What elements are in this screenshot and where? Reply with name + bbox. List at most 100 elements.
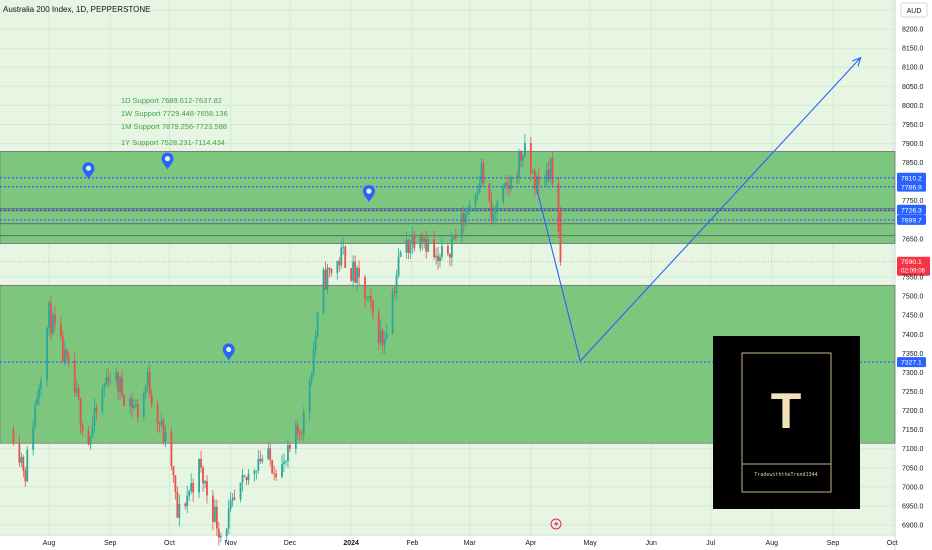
- candle-body[interactable]: [368, 296, 370, 298]
- candle-body[interactable]: [294, 425, 297, 449]
- candle-body[interactable]: [464, 214, 467, 225]
- candle-body[interactable]: [298, 433, 301, 434]
- candle-body[interactable]: [504, 182, 507, 187]
- candle-body[interactable]: [109, 380, 112, 382]
- candle-body[interactable]: [448, 253, 451, 258]
- candle-body[interactable]: [342, 246, 345, 248]
- candle-body[interactable]: [261, 458, 264, 462]
- candle-body[interactable]: [543, 183, 546, 185]
- candle-body[interactable]: [67, 356, 70, 361]
- candle-body[interactable]: [520, 152, 522, 161]
- candle-body[interactable]: [551, 157, 554, 184]
- candle-body[interactable]: [65, 348, 68, 357]
- candle-body[interactable]: [296, 425, 299, 434]
- candle-body[interactable]: [156, 404, 159, 424]
- candle-body[interactable]: [439, 257, 441, 262]
- candle-body[interactable]: [142, 393, 145, 417]
- candle-body[interactable]: [239, 482, 242, 500]
- candle-body[interactable]: [119, 377, 121, 393]
- candle-body[interactable]: [435, 255, 437, 258]
- candle-body[interactable]: [364, 277, 366, 299]
- candle-body[interactable]: [105, 377, 108, 386]
- candle-body[interactable]: [59, 324, 62, 337]
- candle-body[interactable]: [506, 182, 509, 187]
- candle-body[interactable]: [40, 380, 43, 389]
- candle-body[interactable]: [148, 371, 151, 395]
- candle-body[interactable]: [206, 481, 208, 496]
- candle-body[interactable]: [494, 212, 497, 214]
- candle-body[interactable]: [247, 473, 250, 481]
- candle-body[interactable]: [219, 535, 222, 538]
- candle-body[interactable]: [146, 371, 149, 386]
- level-badge[interactable]: [897, 172, 926, 183]
- candle-body[interactable]: [257, 458, 260, 471]
- candle-body[interactable]: [87, 430, 90, 445]
- candle-body[interactable]: [150, 394, 153, 405]
- candle-body[interactable]: [557, 183, 560, 232]
- candle-body[interactable]: [20, 457, 23, 463]
- candle-body[interactable]: [91, 425, 94, 438]
- candle-body[interactable]: [478, 184, 481, 192]
- candle-body[interactable]: [518, 152, 520, 179]
- candle-body[interactable]: [188, 491, 191, 496]
- candle-body[interactable]: [184, 503, 187, 507]
- candle-body[interactable]: [413, 234, 416, 249]
- candle-body[interactable]: [22, 457, 25, 471]
- candle-body[interactable]: [425, 238, 428, 252]
- candle-body[interactable]: [255, 470, 258, 472]
- candle-body[interactable]: [215, 506, 218, 529]
- candle-body[interactable]: [391, 291, 394, 334]
- candle-body[interactable]: [38, 388, 41, 399]
- marker-pins[interactable]: [82, 152, 375, 361]
- candle-body[interactable]: [46, 327, 48, 381]
- candle-body[interactable]: [170, 431, 173, 467]
- candle-body[interactable]: [186, 495, 189, 507]
- candle-body[interactable]: [336, 261, 339, 274]
- candle-body[interactable]: [36, 398, 39, 405]
- candle-body[interactable]: [271, 460, 274, 474]
- candle-body[interactable]: [421, 236, 424, 242]
- candle-body[interactable]: [95, 407, 98, 412]
- candle-body[interactable]: [89, 437, 92, 445]
- candle-body[interactable]: [524, 143, 526, 158]
- candle-body[interactable]: [371, 301, 374, 314]
- candle-body[interactable]: [289, 444, 291, 449]
- candle-body[interactable]: [123, 394, 125, 407]
- candle-body[interactable]: [340, 247, 343, 266]
- candle-body[interactable]: [350, 268, 353, 281]
- candle-body[interactable]: [285, 460, 287, 462]
- level-badge[interactable]: [897, 181, 926, 192]
- candle-body[interactable]: [322, 269, 325, 313]
- candle-body[interactable]: [253, 470, 256, 474]
- candle-body[interactable]: [466, 210, 469, 215]
- candle-body[interactable]: [535, 176, 538, 189]
- candle-body[interactable]: [411, 234, 414, 245]
- candle-body[interactable]: [287, 444, 289, 461]
- candle-body[interactable]: [547, 169, 550, 180]
- candle-body[interactable]: [344, 246, 347, 269]
- candle-body[interactable]: [300, 433, 303, 435]
- candle-body[interactable]: [192, 483, 195, 493]
- candle-body[interactable]: [174, 475, 177, 493]
- candle-body[interactable]: [409, 244, 412, 253]
- candle-body[interactable]: [81, 425, 84, 431]
- candle-body[interactable]: [324, 269, 327, 290]
- candle-body[interactable]: [164, 431, 167, 442]
- candle-body[interactable]: [178, 503, 181, 518]
- candle-body[interactable]: [200, 458, 202, 468]
- projection-path[interactable]: [536, 56, 862, 363]
- last-price-badge[interactable]: [897, 256, 930, 276]
- candle-body[interactable]: [136, 403, 139, 417]
- candle-body[interactable]: [133, 405, 135, 408]
- candle-body[interactable]: [308, 381, 311, 412]
- candle-body[interactable]: [103, 385, 106, 390]
- candle-body[interactable]: [172, 466, 175, 476]
- candle-body[interactable]: [454, 235, 457, 238]
- candle-body[interactable]: [533, 171, 536, 189]
- candle-body[interactable]: [302, 411, 305, 435]
- candle-body[interactable]: [314, 336, 317, 350]
- candle-body[interactable]: [358, 267, 360, 278]
- candle-body[interactable]: [24, 470, 27, 482]
- candle-body[interactable]: [117, 372, 120, 393]
- candle-body[interactable]: [338, 261, 341, 266]
